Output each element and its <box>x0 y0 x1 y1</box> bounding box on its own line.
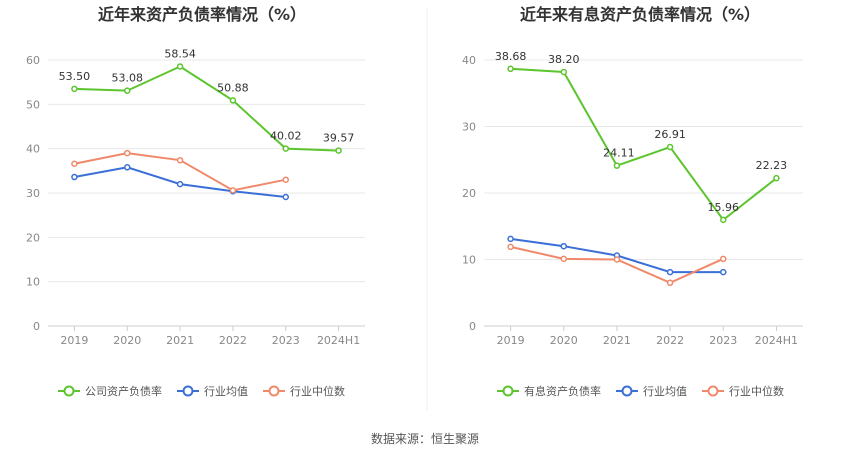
chart1-y-tick-label: 20 <box>26 231 40 244</box>
chart2-y-tick-label: 10 <box>462 254 476 267</box>
chart1-x-tick-label: 2021 <box>166 334 194 347</box>
chart2-x-tick-label: 2021 <box>603 334 631 347</box>
chart2-data-label: 26.91 <box>654 128 686 141</box>
chart2-data-label: 15.96 <box>708 201 740 214</box>
chart2-x-tick-label: 2020 <box>550 334 578 347</box>
chart2-point-avg <box>560 242 567 250</box>
chart1-point-median <box>71 160 78 167</box>
chart2-point-avg <box>507 235 514 243</box>
chart2-series-line-median <box>510 245 724 284</box>
chart2-x-tick-label: 2022 <box>656 334 684 347</box>
chart1-point-company <box>124 87 131 94</box>
chart2-point-company <box>666 143 674 151</box>
chart2-y-tick-label: 30 <box>462 121 476 134</box>
chart1-point-company <box>176 63 184 70</box>
chart1-y-tick-label: 40 <box>26 143 40 156</box>
chart1-point-company <box>229 97 237 104</box>
chart1-point-median <box>229 187 237 194</box>
chart1-data-label: 39.57 <box>323 132 355 145</box>
chart2-legend-label-avg: 行业均值 <box>643 385 687 398</box>
chart1-y-tick-label: 0 <box>33 320 40 333</box>
chart2-point-median <box>666 279 674 287</box>
chart2-point-company <box>773 174 780 182</box>
chart1-x-tick-label: 2022 <box>219 334 247 347</box>
chart1-y-tick-label: 50 <box>26 98 40 111</box>
chart1-point-median <box>124 149 131 157</box>
chart1-point-avg <box>176 180 184 188</box>
chart2-legend-label-company: 有息资产负债率 <box>524 384 601 398</box>
chart2-point-company <box>507 65 514 73</box>
chart1-x-tick-label: 2024H1 <box>317 334 360 347</box>
chart2-legend-marker-company <box>502 385 514 397</box>
chart1-data-label: 53.08 <box>112 72 144 85</box>
chart2-x-tick-label: 2024H1 <box>755 334 798 347</box>
chart2-point-median <box>720 255 727 263</box>
chart2-data-label: 22.23 <box>756 159 788 172</box>
chart1-point-company <box>335 147 342 154</box>
data-source-note: 数据来源：恒生聚源 <box>370 432 479 446</box>
chart2-y-tick-label: 20 <box>462 187 476 200</box>
chart2-data-label: 38.68 <box>495 50 527 63</box>
chart1-legend-marker-avg <box>182 385 194 397</box>
chart1-x-tick-label: 2020 <box>113 334 141 347</box>
chart1-point-avg <box>71 173 78 181</box>
chart2-point-company <box>613 162 621 169</box>
chart1-point-avg <box>282 193 289 201</box>
chart1-legend-label-avg: 行业均值 <box>204 385 248 398</box>
chart1-data-label: 53.50 <box>59 70 91 83</box>
chart2-title: 近年来有息资产负债率情况（%） <box>520 5 760 24</box>
chart1-legend-label-median: 行业中位数 <box>290 384 345 398</box>
chart2-point-median <box>507 243 514 251</box>
chart2-point-median <box>613 256 621 263</box>
chart1-x-tick-label: 2023 <box>272 334 300 347</box>
chart1-point-company <box>71 85 78 93</box>
chart2-point-median <box>560 255 567 263</box>
chart2-data-label: 38.20 <box>548 53 580 66</box>
chart1-data-label: 50.88 <box>217 81 249 94</box>
chart2-y-tick-label: 0 <box>469 320 476 333</box>
chart1-point-median <box>176 156 184 164</box>
chart1-y-tick-label: 10 <box>26 276 40 289</box>
chart1-point-company <box>282 145 289 152</box>
chart1-legend-label-company: 公司资产负债率 <box>85 384 162 398</box>
chart2-x-tick-label: 2019 <box>497 334 525 347</box>
chart1-legend-marker-company <box>63 385 75 397</box>
chart2-point-avg <box>720 268 727 276</box>
chart1-legend-marker-median <box>268 385 280 397</box>
chart2-y-tick-label: 40 <box>462 54 476 67</box>
chart1-y-tick-label: 60 <box>26 54 40 67</box>
chart2-point-company <box>720 216 727 224</box>
chart1-data-label: 58.54 <box>164 47 196 60</box>
chart2-point-company <box>560 68 567 76</box>
chart2-series-line-company <box>510 67 778 222</box>
chart2-data-label: 24.11 <box>603 147 635 160</box>
chart1-series-line-company <box>74 65 339 152</box>
chart2-point-avg <box>666 268 674 276</box>
chart2-legend-label-median: 行业中位数 <box>729 384 784 398</box>
chart2-legend-marker-median <box>707 385 719 397</box>
chart1-point-avg <box>124 164 131 171</box>
chart1-x-tick-label: 2019 <box>60 334 88 347</box>
chart1-point-median <box>282 176 289 183</box>
chart2-legend-marker-avg <box>621 385 633 397</box>
chart1-y-tick-label: 30 <box>26 187 40 200</box>
chart1-title: 近年来资产负债率情况（%） <box>98 5 306 24</box>
chart1-data-label: 40.02 <box>270 130 302 143</box>
chart2-x-tick-label: 2023 <box>709 334 737 347</box>
